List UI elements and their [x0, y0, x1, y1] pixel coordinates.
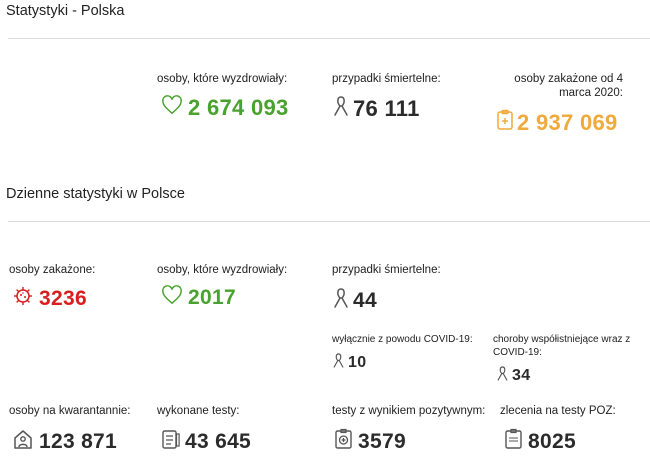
house-person-icon — [12, 428, 34, 456]
positive-tests-stat: 3579 — [334, 428, 406, 456]
deaths-comorbid-value: 34 — [512, 367, 531, 384]
daily-deaths-label: przypadki śmiertelne: — [332, 264, 441, 276]
tests-stat: 43 645 — [161, 428, 251, 456]
daily-deaths-stat: 44 — [332, 287, 377, 315]
deaths-covid-only-value: 10 — [348, 354, 367, 371]
daily-deaths-value: 44 — [353, 289, 377, 312]
divider — [8, 221, 650, 222]
recovered-stat: 2 674 093 — [161, 95, 289, 121]
daily-recovered-stat: 2017 — [161, 285, 236, 311]
poz-orders-stat: 8025 — [504, 428, 576, 456]
positive-tests-label: testy z wynikiem pozytywnym: — [332, 405, 486, 417]
deaths-label: przypadki śmiertelne: — [332, 73, 441, 85]
deaths-covid-only-label: wyłącznie z powodu COVID-19: — [332, 334, 473, 345]
section-title-daily: Dzienne statystyki w Polsce — [6, 186, 185, 202]
virus-icon — [12, 285, 34, 313]
ribbon-icon — [332, 287, 350, 315]
heart-icon — [161, 285, 183, 311]
heart-icon — [161, 95, 183, 121]
checklist-icon — [161, 428, 181, 456]
daily-recovered-label: osoby, które wyzdrowiały: — [157, 264, 288, 276]
ribbon-icon — [332, 95, 350, 123]
quarantine-stat: 123 871 — [12, 428, 117, 456]
daily-recovered-value: 2017 — [188, 286, 236, 309]
poz-icon — [504, 428, 524, 456]
infected-label: osoby zakażone od 4 marca 2020: — [514, 73, 623, 99]
tests-label: wykonane testy: — [157, 405, 240, 417]
ribbon-icon — [496, 365, 509, 387]
infected-stat: 2 937 069 — [496, 109, 618, 137]
deaths-comorbid-label: choroby współistniejące wraz z COVID-19: — [493, 334, 631, 358]
infected-value: 2 937 069 — [517, 110, 618, 135]
positive-test-icon — [334, 428, 354, 456]
quarantine-value: 123 871 — [39, 430, 118, 453]
daily-infected-label: osoby zakażone: — [9, 264, 96, 276]
recovered-value: 2 674 093 — [188, 95, 289, 120]
recovered-label: osoby, które wyzdrowiały: — [157, 73, 288, 85]
clipboard-icon — [496, 109, 514, 137]
divider — [8, 38, 650, 39]
daily-infected-value: 3236 — [39, 287, 87, 310]
deaths-value: 76 111 — [353, 96, 420, 121]
poz-orders-value: 8025 — [528, 430, 576, 453]
deaths-covid-only-stat: 10 — [332, 352, 366, 374]
section-title-poland: Statystyki - Polska — [6, 3, 125, 19]
poz-orders-label: zlecenia na testy POZ: — [500, 405, 616, 417]
quarantine-label: osoby na kwarantannie: — [9, 405, 131, 417]
deaths-comorbid-stat: 34 — [496, 365, 530, 387]
tests-value: 43 645 — [185, 430, 252, 453]
deaths-stat: 76 111 — [332, 95, 420, 123]
daily-infected-stat: 3236 — [12, 285, 87, 313]
ribbon-icon — [332, 352, 345, 374]
positive-tests-value: 3579 — [358, 430, 406, 453]
